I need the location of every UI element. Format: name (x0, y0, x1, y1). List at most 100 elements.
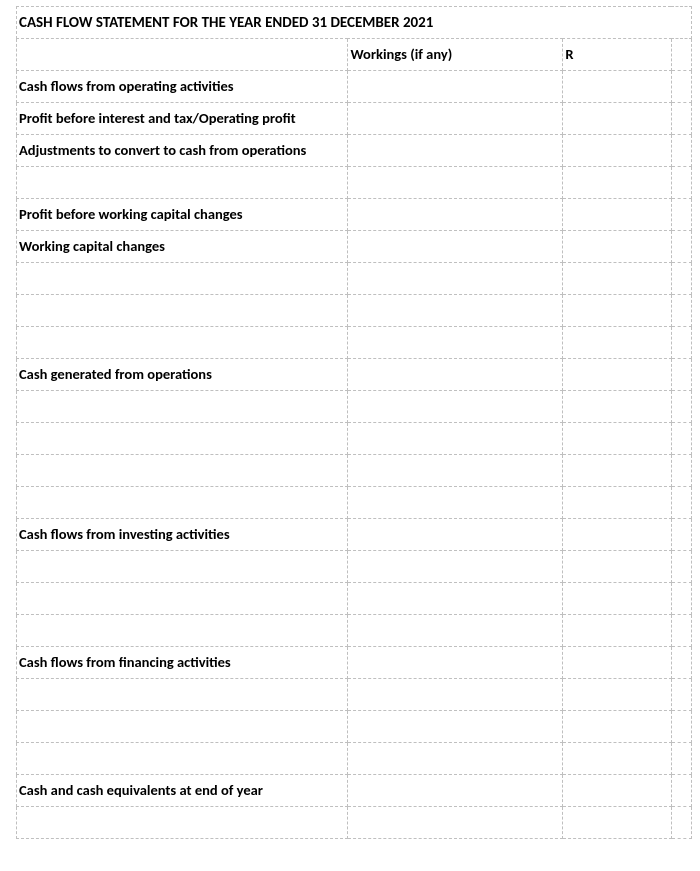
table-cell (348, 103, 563, 135)
table-cell (348, 391, 563, 423)
table-cell (563, 295, 671, 327)
table-cell: Cash flows from investing activities (17, 519, 348, 551)
table-cell (348, 423, 563, 455)
table-row: Workings (if any)R (17, 39, 692, 71)
table-row (17, 615, 692, 647)
table-cell (563, 423, 671, 455)
table-cell (563, 487, 671, 519)
table-cell (671, 263, 691, 295)
table-cell (17, 743, 348, 775)
table-cell (563, 615, 671, 647)
table-cell (563, 455, 671, 487)
table-cell (563, 711, 671, 743)
table-cell (563, 71, 671, 103)
table-cell (671, 775, 691, 807)
table-cell (17, 167, 348, 199)
table-row (17, 263, 692, 295)
table-cell (348, 135, 563, 167)
cash-flow-table-body: CASH FLOW STATEMENT FOR THE YEAR ENDED 3… (17, 7, 692, 839)
table-row: Profit before working capital changes (17, 199, 692, 231)
table-row (17, 455, 692, 487)
table-cell (563, 519, 671, 551)
table-cell (348, 743, 563, 775)
table-row: CASH FLOW STATEMENT FOR THE YEAR ENDED 3… (17, 7, 692, 39)
table-cell (563, 679, 671, 711)
table-cell: Cash and cash equivalents at end of year (17, 775, 348, 807)
table-cell (17, 295, 348, 327)
table-row: Working capital changes (17, 231, 692, 263)
table-cell (348, 807, 563, 839)
table-cell: Adjustments to convert to cash from oper… (17, 135, 348, 167)
table-cell (563, 263, 671, 295)
table-cell: Cash flows from operating activities (17, 71, 348, 103)
table-row (17, 487, 692, 519)
table-cell (671, 647, 691, 679)
table-cell (563, 167, 671, 199)
table-cell (563, 327, 671, 359)
table-cell (563, 551, 671, 583)
table-cell (671, 615, 691, 647)
table-row: Adjustments to convert to cash from oper… (17, 135, 692, 167)
table-row (17, 743, 692, 775)
table-row (17, 391, 692, 423)
table-cell (348, 519, 563, 551)
table-cell (348, 615, 563, 647)
table-cell (348, 167, 563, 199)
table-cell (17, 807, 348, 839)
table-cell (563, 583, 671, 615)
table-cell (348, 359, 563, 391)
table-cell (17, 679, 348, 711)
table-cell (563, 743, 671, 775)
table-cell (563, 647, 671, 679)
table-cell (17, 711, 348, 743)
table-cell: Profit before interest and tax/Operating… (17, 103, 348, 135)
table-cell (671, 423, 691, 455)
table-cell (563, 103, 671, 135)
table-cell: Profit before working capital changes (17, 199, 348, 231)
table-cell (348, 583, 563, 615)
table-cell (671, 487, 691, 519)
table-cell (563, 135, 671, 167)
table-cell (348, 455, 563, 487)
table-cell (348, 711, 563, 743)
table-cell: Working capital changes (17, 231, 348, 263)
table-cell (671, 711, 691, 743)
table-cell (348, 679, 563, 711)
table-cell (348, 263, 563, 295)
table-cell (17, 327, 348, 359)
table-cell (17, 263, 348, 295)
table-cell: Cash flows from financing activities (17, 647, 348, 679)
table-cell: Workings (if any) (348, 39, 563, 71)
table-cell (348, 647, 563, 679)
table-cell (671, 103, 691, 135)
table-row (17, 551, 692, 583)
table-row (17, 295, 692, 327)
table-cell (17, 583, 348, 615)
table-cell (671, 39, 691, 71)
table-cell (348, 71, 563, 103)
table-row: Cash generated from operations (17, 359, 692, 391)
cash-flow-statement-sheet: CASH FLOW STATEMENT FOR THE YEAR ENDED 3… (0, 0, 700, 847)
table-cell (563, 807, 671, 839)
table-cell (671, 743, 691, 775)
table-cell: R (563, 39, 671, 71)
table-row (17, 679, 692, 711)
table-cell (671, 551, 691, 583)
table-row (17, 807, 692, 839)
table-cell (671, 391, 691, 423)
table-row (17, 423, 692, 455)
table-cell (348, 551, 563, 583)
table-row: Cash flows from operating activities (17, 71, 692, 103)
table-cell (671, 679, 691, 711)
table-cell (671, 167, 691, 199)
table-cell (671, 807, 691, 839)
table-cell (348, 327, 563, 359)
table-cell (348, 231, 563, 263)
table-row (17, 711, 692, 743)
table-cell (671, 519, 691, 551)
table-row (17, 583, 692, 615)
table-cell (671, 455, 691, 487)
table-cell (17, 391, 348, 423)
table-cell (563, 359, 671, 391)
table-cell (671, 71, 691, 103)
